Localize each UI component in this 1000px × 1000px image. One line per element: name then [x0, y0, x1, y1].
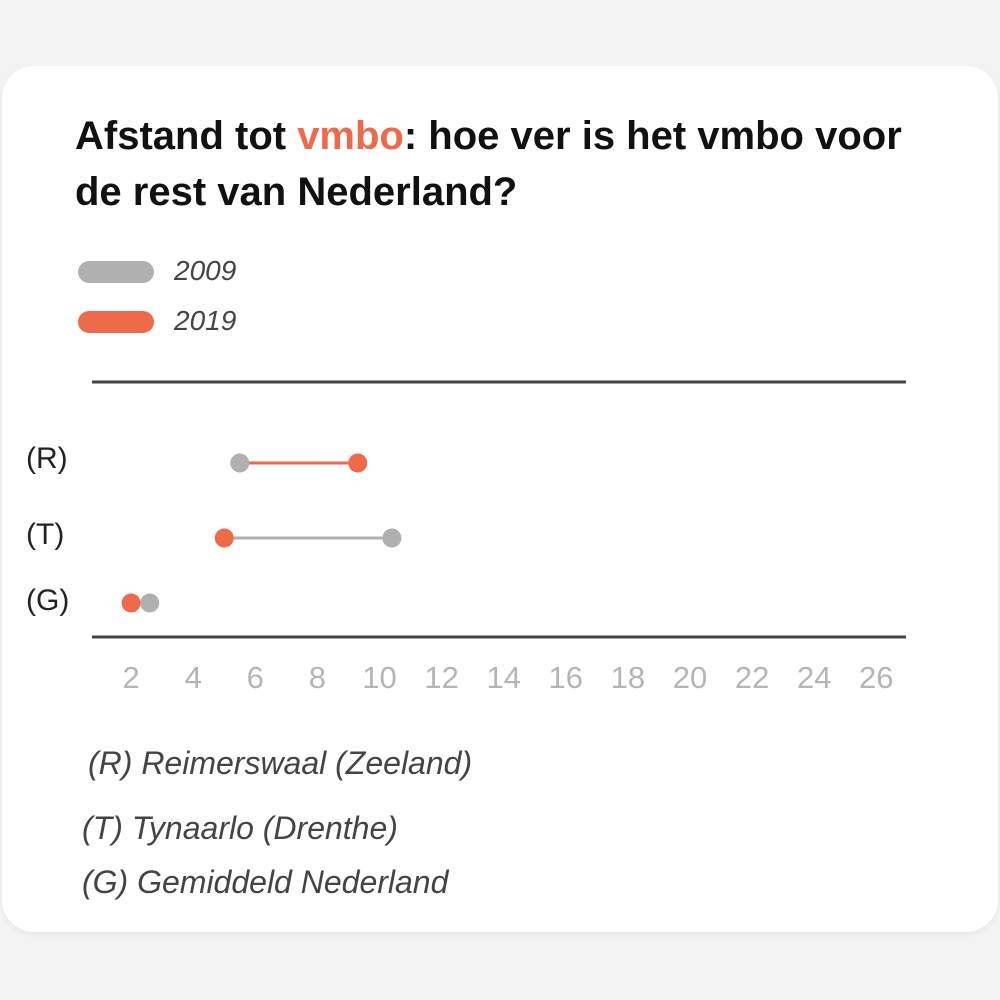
title-part1: Afstand tot — [75, 114, 298, 158]
row-label-g: (G) — [26, 584, 70, 617]
row-label-r: (R) — [26, 442, 68, 475]
x-tick-label: 12 — [424, 660, 458, 695]
point-2019-2 — [121, 593, 141, 613]
x-tick-label: 24 — [797, 660, 831, 695]
x-tick-label: 10 — [362, 660, 396, 695]
row-label-t: (T) — [26, 518, 65, 551]
title-highlight: vmbo — [297, 114, 404, 158]
x-tick-label: 4 — [185, 660, 202, 695]
chart-title: Afstand tot vmbo: hoe ver is het vmbo vo… — [75, 108, 955, 220]
x-tick-label: 22 — [735, 660, 769, 695]
footnote-t: (T) Tynaarlo (Drenthe) — [82, 810, 398, 846]
legend-label-2009: 2009 — [174, 255, 237, 286]
x-tick-label: 16 — [549, 660, 583, 695]
x-tick-label: 14 — [486, 660, 520, 695]
x-tick-label: 2 — [122, 660, 139, 695]
point-2019-1 — [214, 528, 234, 548]
footnote-g: (G) Gemiddeld Nederland — [82, 864, 449, 900]
x-tick-label: 8 — [309, 660, 326, 695]
x-tick-label: 6 — [247, 660, 264, 695]
footnote-r: (R) Reimerswaal (Zeeland) — [88, 745, 473, 781]
x-tick-label: 26 — [859, 660, 893, 695]
point-2009-2 — [140, 593, 160, 613]
title-part2: : hoe ver is het vmbo voor de rest van N… — [75, 114, 902, 214]
chart-card — [2, 66, 998, 932]
point-2019-0 — [348, 453, 368, 473]
point-2009-0 — [230, 453, 250, 473]
x-tick-label: 18 — [611, 660, 645, 695]
legend-swatch-2019 — [78, 311, 154, 333]
point-2009-1 — [382, 528, 402, 548]
legend-swatch-2009 — [78, 261, 154, 283]
legend-label-2019: 2019 — [174, 305, 237, 336]
x-tick-label: 20 — [673, 660, 707, 695]
x-tick-labels: 2 4 6 8 10 12 14 16 18 20 22 24 26 — [122, 660, 893, 695]
chart-marks — [121, 453, 402, 613]
